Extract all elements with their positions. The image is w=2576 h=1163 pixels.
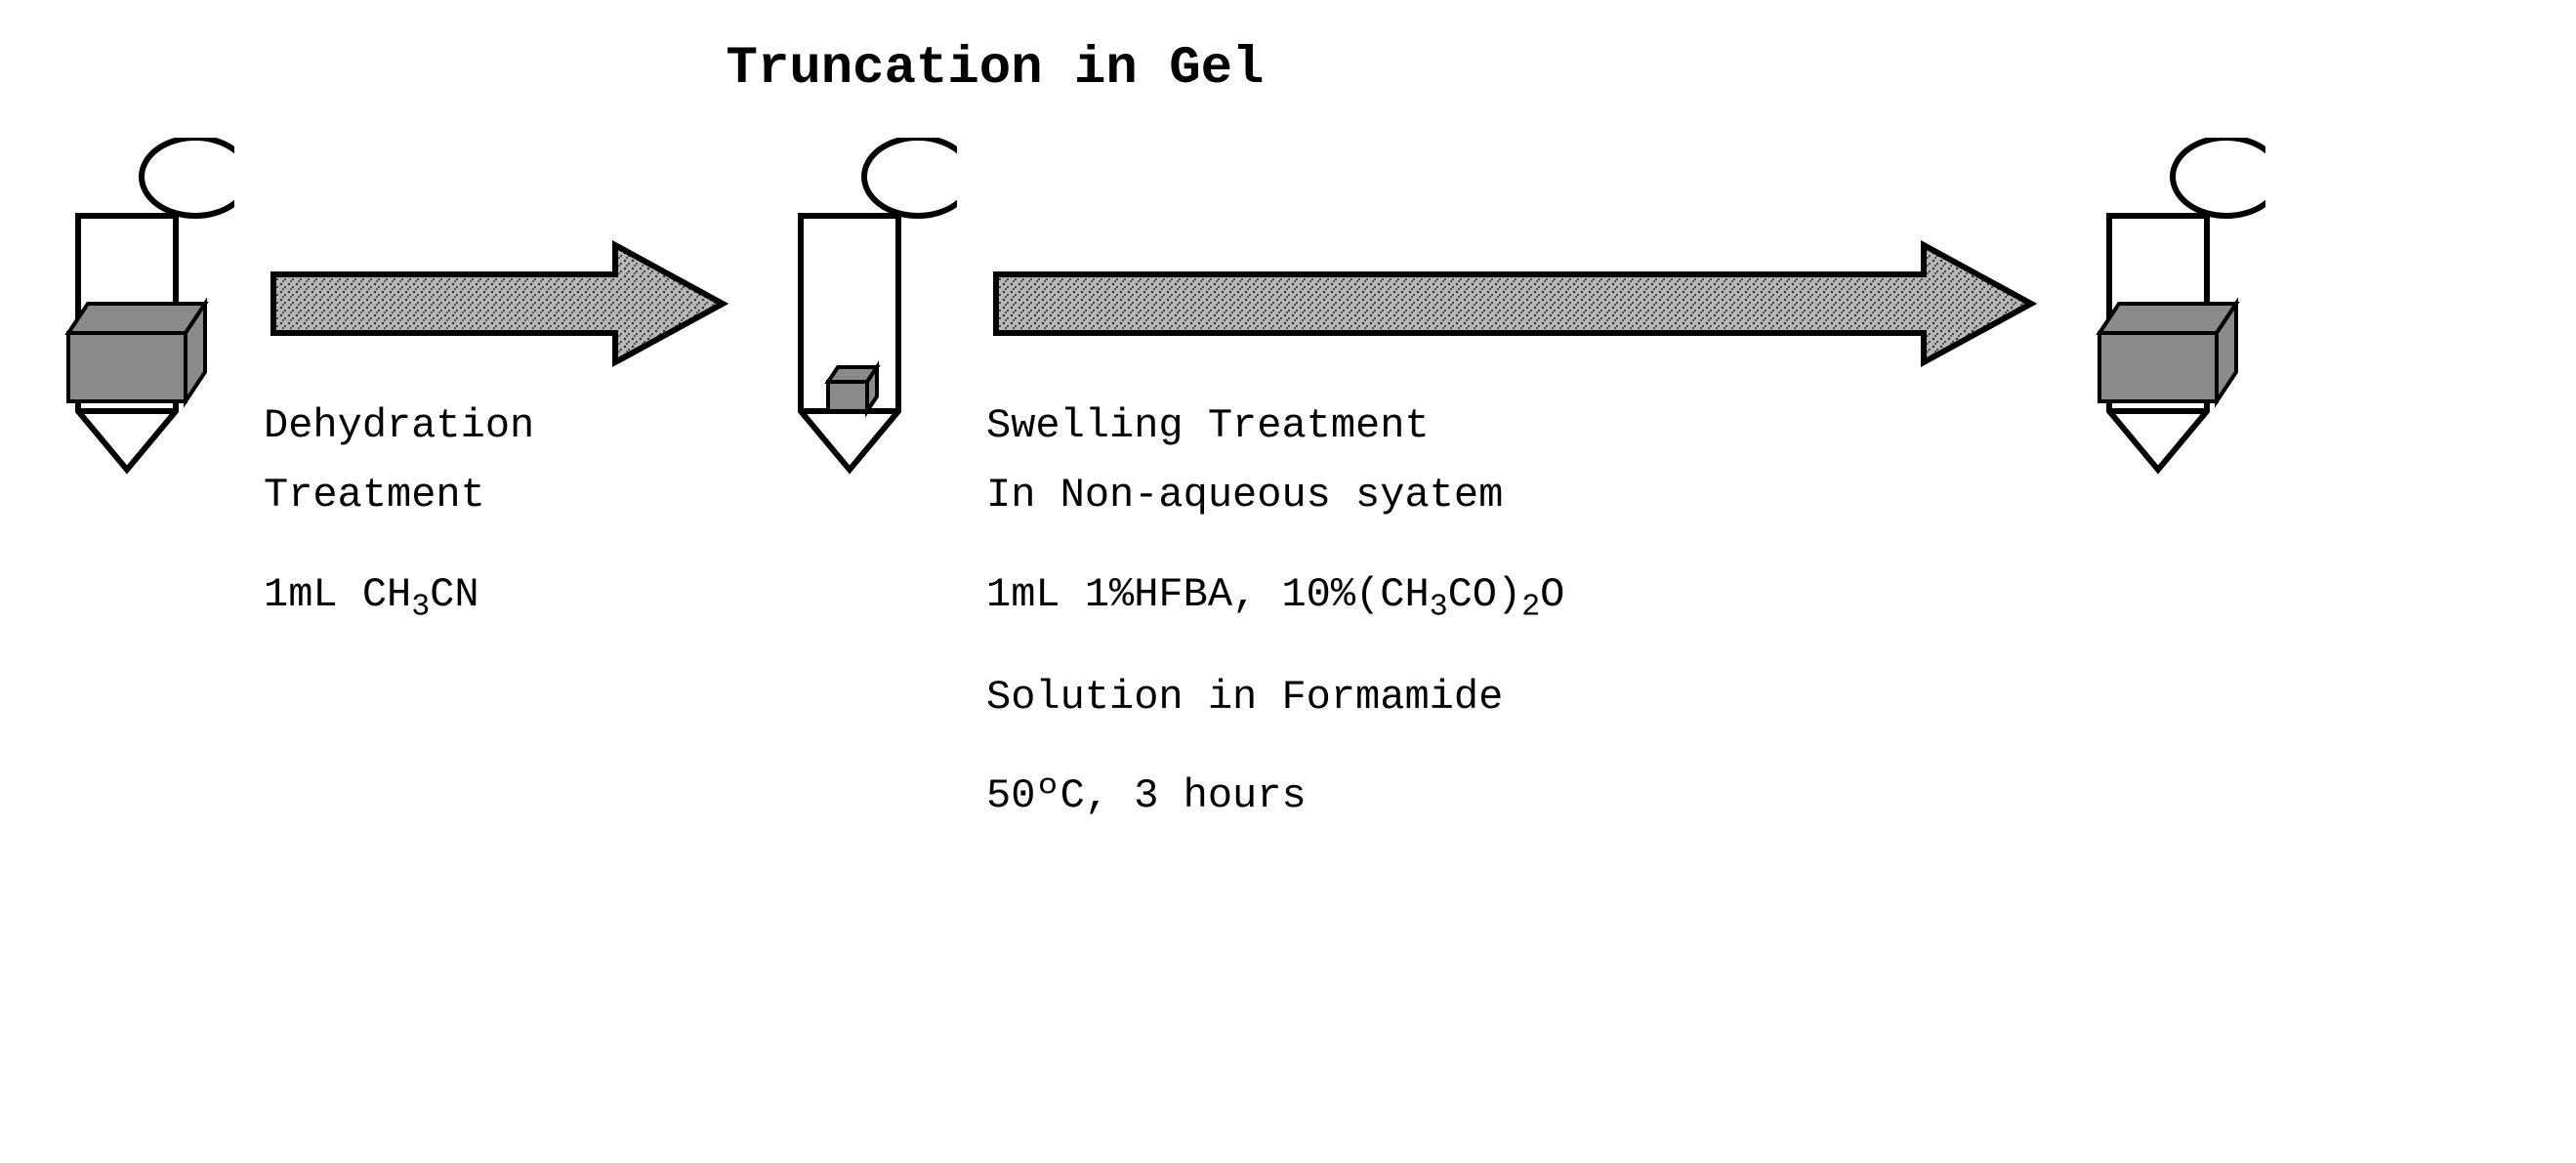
arrow-1-caption: Dehydration Treatment 1mL CH3CN: [264, 392, 534, 634]
tube-1: [39, 138, 234, 489]
arrow-2: Swelling Treatment In Non-aqueous syatem…: [986, 235, 2041, 832]
tube-3: [2070, 138, 2265, 489]
diagram-title: Truncation in Gel: [727, 39, 1265, 99]
arrow-1: Dehydration Treatment 1mL CH3CN: [264, 235, 732, 634]
flow-row: Dehydration Treatment 1mL CH3CN: [39, 138, 2537, 832]
gel-small-icon: [828, 367, 877, 411]
gel-large-icon: [68, 304, 205, 401]
gel-large-icon: [2099, 304, 2236, 401]
arrow-2-caption: Swelling Treatment In Non-aqueous syatem…: [986, 392, 1564, 832]
tube-2: [762, 138, 957, 489]
